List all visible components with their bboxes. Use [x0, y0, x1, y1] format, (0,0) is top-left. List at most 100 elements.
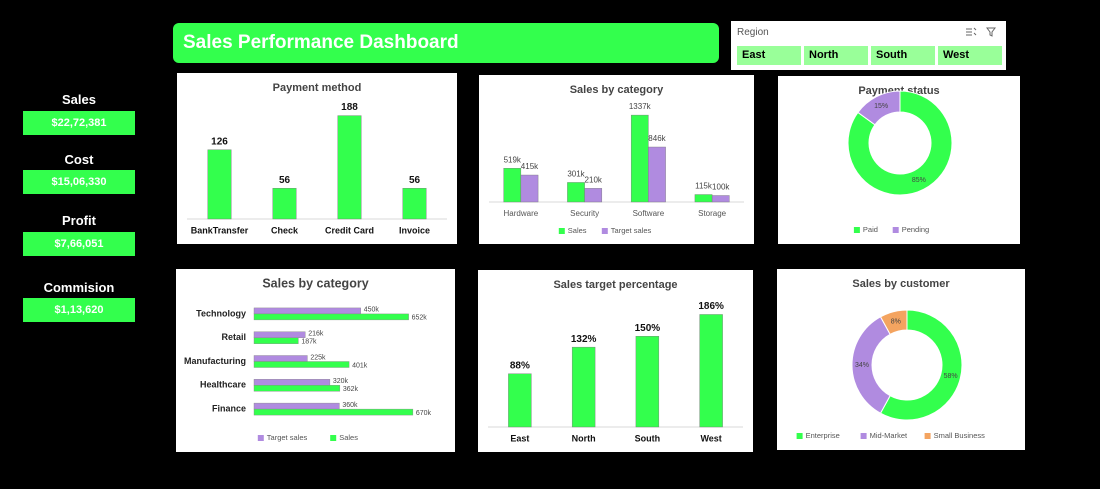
data-label: 56: [409, 175, 421, 186]
y-tick-label: Manufacturing: [184, 356, 246, 366]
donut-slice: [857, 90, 901, 126]
chart-title: Sales by customer: [852, 278, 950, 290]
x-tick-label: Hardware: [504, 209, 539, 218]
data-label: 225k: [310, 354, 326, 361]
slicer-button[interactable]: East: [737, 46, 801, 65]
bar: [503, 168, 522, 203]
data-label: 56: [279, 175, 291, 186]
chart-panel: Sales by category Technology 450k 652k Retai…: [176, 269, 455, 452]
bar: [402, 187, 427, 220]
x-tick-label: Invoice: [399, 225, 430, 235]
kpi-value: $7,66,051: [23, 232, 135, 256]
kpi-label: Profit: [62, 213, 96, 228]
bar: [699, 314, 723, 428]
legend-swatch: [853, 227, 860, 233]
bar: [253, 379, 331, 386]
x-tick-label: Software: [633, 209, 665, 218]
bar: [253, 331, 306, 338]
bar: [253, 337, 299, 344]
legend-label: Target sales: [267, 433, 308, 442]
x-tick-label: BankTransfer: [191, 225, 249, 235]
data-label: 126: [211, 136, 228, 147]
data-label: 186%: [698, 301, 724, 312]
bar: [694, 194, 713, 203]
legend-swatch: [924, 433, 931, 439]
bar: [253, 408, 414, 416]
slicer-button[interactable]: West: [938, 46, 1002, 65]
slicer-button[interactable]: North: [804, 46, 868, 65]
bar: [253, 361, 350, 368]
bar: [253, 313, 409, 321]
data-label: 320k: [333, 378, 349, 385]
legend-swatch: [860, 433, 867, 439]
data-label: 150%: [635, 323, 661, 334]
data-label: 115k: [695, 182, 713, 191]
legend-swatch: [892, 227, 899, 233]
x-tick-label: Storage: [698, 209, 727, 218]
bar: [253, 402, 340, 410]
legend-label: Pending: [902, 225, 930, 234]
bar: [253, 385, 341, 392]
data-label: 216k: [308, 331, 324, 338]
data-label: 415k: [521, 162, 539, 171]
x-tick-label: East: [510, 433, 529, 443]
legend-label: Small Business: [934, 431, 986, 440]
bar: [571, 346, 596, 428]
data-label: 187k: [301, 339, 317, 346]
legend-swatch: [601, 228, 608, 234]
legend-label: Paid: [863, 225, 878, 234]
chart-title: Sales by category: [262, 276, 368, 290]
x-tick-label: Check: [271, 225, 299, 235]
bar: [207, 149, 232, 220]
kpi-value: $1,13,620: [23, 298, 135, 322]
bar: [630, 114, 649, 203]
slicer-buttons: East North South West: [737, 46, 1002, 65]
x-tick-label: North: [572, 433, 596, 443]
bar: [337, 115, 362, 220]
legend-label: Target sales: [611, 226, 652, 235]
y-tick-label: Technology: [196, 308, 246, 318]
data-label: 8%: [891, 318, 901, 325]
region-slicer: Region East North South West: [731, 21, 1006, 70]
donut-slice: [879, 309, 908, 336]
legend-label: Enterprise: [806, 431, 840, 440]
chart-title: Sales by category: [570, 84, 664, 96]
chart: Sales target percentage East 88% North 132% S…: [488, 279, 743, 443]
data-label: 360k: [342, 402, 358, 409]
bar: [635, 336, 660, 428]
data-label: 188: [341, 102, 358, 113]
chart-panel: Sales by customer 58% 34% 8% Enterprise Mid-M…: [777, 269, 1025, 450]
data-label: 34%: [855, 362, 869, 369]
data-label: 519k: [504, 155, 522, 164]
chart-panel: Payment method BankTransfer 126 Check 56 Cred…: [177, 73, 457, 244]
data-label: 846k: [648, 134, 666, 143]
chart-panel: Payment status 85% 15% Paid Pending: [778, 76, 1020, 244]
donut-slice: [847, 90, 953, 196]
legend-label: Mid-Market: [870, 431, 908, 440]
bar: [253, 355, 308, 362]
data-label: 450k: [364, 307, 380, 314]
bar: [567, 182, 585, 203]
donut-slice: [879, 309, 963, 421]
chart: Payment method BankTransfer 126 Check 56 Cred…: [187, 82, 447, 235]
slicer-button[interactable]: South: [871, 46, 935, 65]
data-label: 301k: [567, 170, 585, 179]
x-tick-label: West: [700, 433, 721, 443]
chart-title: Payment method: [273, 82, 362, 94]
chart: Sales by customer 58% 34% 8% Enterprise Mid-M…: [796, 278, 986, 440]
data-label: 401k: [352, 362, 368, 369]
y-tick-label: Finance: [212, 403, 246, 413]
slicer-icons: [966, 27, 996, 37]
data-label: 100k: [712, 183, 730, 192]
legend-swatch: [257, 435, 264, 441]
data-label: 210k: [585, 175, 603, 184]
legend-label: Sales: [568, 226, 587, 235]
data-label: 88%: [510, 360, 530, 371]
y-tick-label: Healthcare: [200, 380, 246, 390]
legend-label: Sales: [339, 433, 358, 442]
slicer-title: Region: [737, 27, 769, 38]
bar: [520, 174, 539, 203]
